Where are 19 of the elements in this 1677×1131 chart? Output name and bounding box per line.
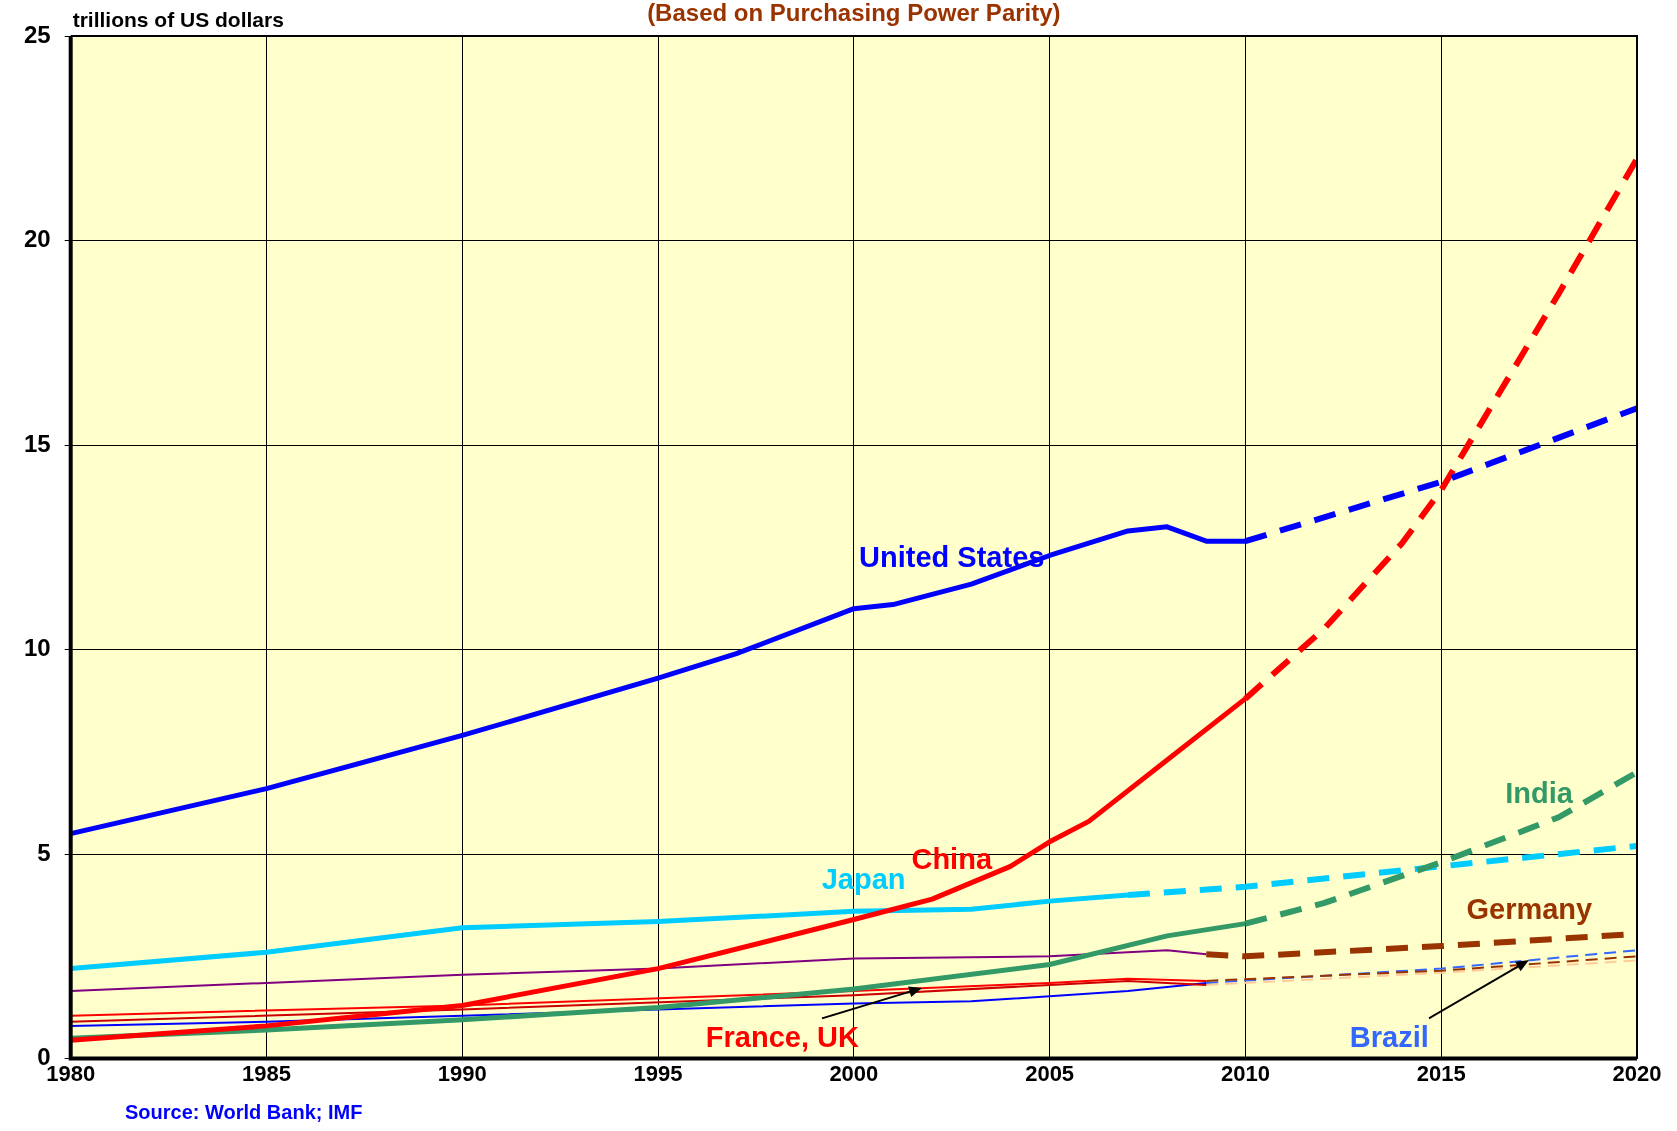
y-tick-label: 20 [23, 225, 51, 253]
x-tick-label: 2010 [1220, 1060, 1270, 1086]
x-tick-label: 1990 [437, 1060, 487, 1086]
x-tick-label: 2000 [829, 1060, 879, 1086]
x-tick-label: 2015 [1416, 1060, 1466, 1086]
series-label: India [1505, 776, 1573, 809]
x-tick-label: 2020 [1612, 1060, 1662, 1086]
chart-title: (Based on Purchasing Power Parity) [647, 0, 1061, 26]
x-tick-label: 1985 [242, 1060, 291, 1086]
y-tick-label: 5 [37, 838, 51, 866]
y-axis-title: trillions of US dollars [72, 8, 284, 32]
source-note: Source: World Bank; IMF [125, 1100, 363, 1123]
y-tick-label: 10 [23, 634, 51, 662]
series-label: Brazil [1349, 1020, 1429, 1053]
series-label: Germany [1466, 892, 1593, 925]
x-tick-label: 2005 [1025, 1060, 1075, 1086]
y-tick-label: 25 [23, 20, 51, 48]
x-tick-label: 1995 [633, 1060, 683, 1086]
y-tick-label: 15 [23, 429, 51, 457]
